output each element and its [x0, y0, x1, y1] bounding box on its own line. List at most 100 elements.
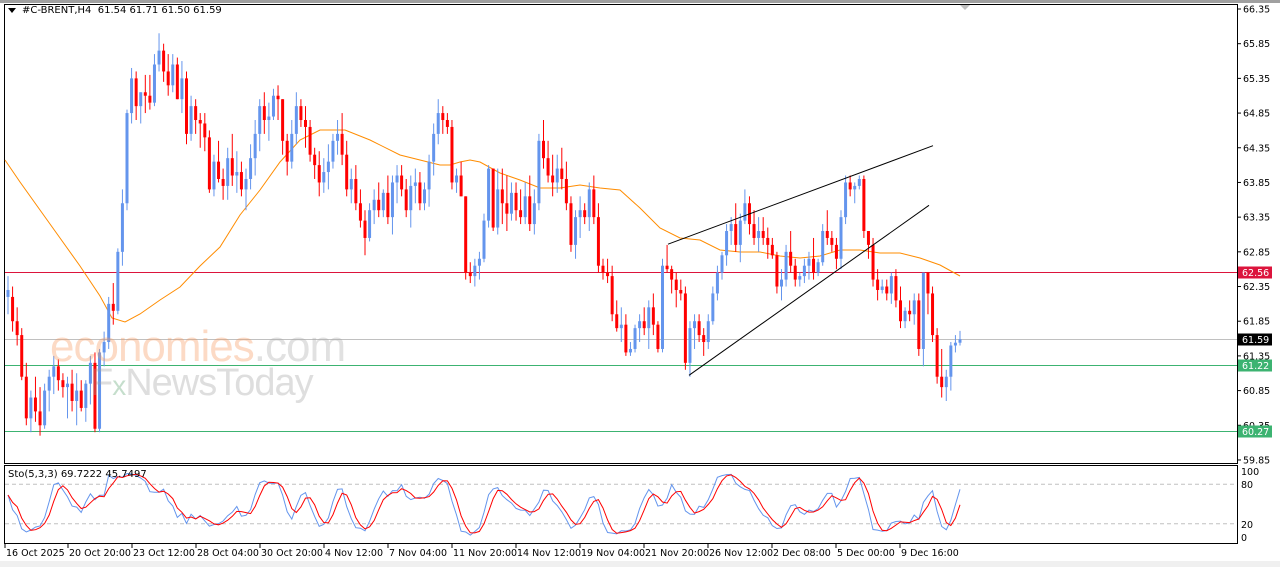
- candle-body: [125, 113, 129, 204]
- candle-body: [743, 203, 747, 221]
- watermark-text: economies: [50, 322, 255, 371]
- watermark-prefix: F: [90, 362, 113, 404]
- candle-body: [207, 137, 211, 190]
- stochastic-signal-line: [7, 473, 961, 534]
- time-tick-label: 16 Oct 2025: [6, 548, 65, 559]
- candle-body: [262, 106, 266, 121]
- candle-body: [221, 178, 225, 186]
- candle-body: [638, 321, 642, 329]
- candle-body: [606, 272, 610, 277]
- candle-body: [66, 383, 69, 388]
- candle-body: [322, 172, 326, 183]
- candle-body: [844, 182, 848, 218]
- status-strip: [0, 561, 1280, 567]
- candle-body: [6, 289, 10, 297]
- rising-wedge-upper-line[interactable]: [667, 145, 934, 245]
- candle-body: [917, 300, 921, 349]
- candle-body: [514, 192, 518, 211]
- candle-body: [578, 210, 582, 218]
- time-tick-label: 2 Dec 08:00: [773, 548, 831, 559]
- stochastic-main-line: [7, 472, 961, 536]
- candle-body: [912, 300, 916, 315]
- candle-body: [903, 310, 907, 322]
- candle-body: [583, 210, 587, 218]
- candle-body: [152, 64, 156, 103]
- candle-body: [464, 196, 468, 273]
- stochastic-tick-label: 80: [1241, 480, 1253, 491]
- candle-body: [107, 303, 111, 343]
- stochastic-panel-frame: [4, 465, 1238, 544]
- candle-body: [894, 276, 898, 301]
- time-tick-label: 21 Nov 20:00: [645, 548, 709, 559]
- candle-body: [958, 339, 962, 343]
- candle-body: [418, 182, 422, 204]
- candle-body: [944, 376, 948, 388]
- candle-body: [436, 113, 440, 134]
- dropdown-triangle-icon[interactable]: [8, 7, 16, 13]
- candle-body: [143, 92, 147, 96]
- price-tick-label: 60.85: [1243, 386, 1270, 397]
- trendlines[interactable]: [667, 145, 934, 376]
- candle-body: [244, 178, 248, 190]
- candle-body: [212, 161, 216, 190]
- price-tick-label: 64.85: [1243, 109, 1270, 120]
- watermark-suffix: .com: [253, 322, 346, 371]
- candle-body: [175, 64, 179, 100]
- candle-body: [162, 50, 166, 72]
- candle-body: [647, 307, 651, 329]
- price-axis: 66.35 65.85 65.35 64.85 64.35 63.85 63.35 62.85…: [1237, 5, 1272, 544]
- candle-body: [253, 133, 257, 159]
- horizontal-levels: [5, 272, 1237, 432]
- candle-body: [546, 158, 550, 176]
- candle-body: [166, 71, 170, 86]
- candle-body: [423, 189, 426, 204]
- candle-body: [198, 120, 202, 124]
- candle-body: [542, 140, 545, 159]
- price-tick-label: 62.85: [1243, 247, 1270, 258]
- chart-shift-marker-icon[interactable]: [960, 5, 970, 10]
- candle-body: [596, 217, 600, 266]
- candle-body: [336, 133, 340, 141]
- candle-body: [519, 210, 523, 218]
- candle-body: [326, 161, 330, 173]
- chart-title[interactable]: #C-BRENT,H4 61.54 61.71 61.50 61.59: [8, 5, 222, 16]
- candle-body: [331, 140, 335, 162]
- candle-body: [715, 272, 719, 294]
- candle-body: [615, 314, 619, 329]
- resistance-price-label: 62.56: [1242, 268, 1269, 279]
- price-tick-label: 64.35: [1243, 143, 1270, 154]
- candle-body: [404, 189, 408, 211]
- candle-body: [528, 196, 532, 225]
- candle-body: [217, 161, 221, 179]
- candle-body: [38, 411, 42, 426]
- rising-wedge-lower-line[interactable]: [688, 204, 930, 376]
- price-tick-label: 65.85: [1243, 39, 1270, 50]
- candle-body: [180, 78, 184, 100]
- candle-body: [509, 192, 513, 214]
- candle-body: [866, 231, 870, 245]
- candle-body: [505, 203, 509, 214]
- candle-body: [702, 335, 706, 343]
- candle-body: [885, 286, 889, 294]
- candle-body: [294, 106, 298, 134]
- candle-body: [139, 92, 143, 107]
- candle-body: [468, 272, 472, 277]
- time-tick-label: 14 Nov 12:00: [517, 548, 581, 559]
- candle-body: [555, 168, 559, 183]
- candle-body: [889, 276, 893, 294]
- candlesticks: [6, 33, 962, 436]
- candle-body: [285, 140, 289, 162]
- candle-body: [757, 231, 761, 238]
- candle-body: [523, 196, 527, 218]
- candle-body: [400, 175, 404, 190]
- candle-body: [560, 168, 564, 179]
- candle-body: [271, 95, 275, 117]
- candle-body: [427, 161, 431, 190]
- price-tick-label: 65.35: [1243, 74, 1270, 85]
- candle-body: [130, 78, 134, 114]
- time-tick-label: 28 Oct 04:00: [197, 548, 259, 559]
- candle-body: [766, 237, 770, 245]
- ma-polyline: [4, 129, 961, 323]
- candle-body: [601, 265, 605, 273]
